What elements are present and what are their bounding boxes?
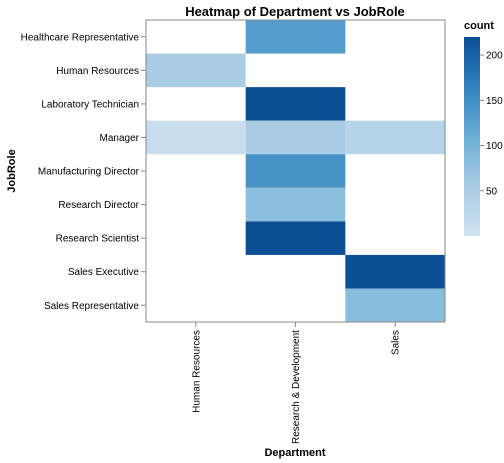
heatmap-cell [345, 120, 446, 155]
x-axis-tick-label: Research & Development [291, 330, 302, 444]
heatmap-cell [345, 254, 446, 289]
heatmap-cell [245, 154, 346, 188]
x-axis-tick-labels: Human Resources Research & Development Sal… [191, 322, 402, 444]
y-axis-tick-label: Manufacturing Director [38, 167, 140, 178]
color-legend: count 50 100 150 200 [464, 20, 503, 236]
x-axis-tick-label: Human Resources [191, 330, 202, 413]
y-axis-tick-label: Laboratory Technician [41, 99, 139, 110]
heatmap-cell [245, 120, 346, 155]
y-axis-tick-label: Human Resources [56, 66, 139, 77]
x-axis-title: Department [264, 447, 325, 459]
heatmap-cell [245, 87, 346, 121]
legend-tick-label: 50 [486, 186, 498, 197]
legend-tick-label: 150 [486, 96, 503, 107]
heatmap-cell [146, 120, 246, 155]
y-axis-tick-label: Sales Representative [44, 301, 139, 312]
legend-title: count [464, 20, 494, 32]
heatmap-cells [146, 20, 446, 323]
y-axis-tick-label: Research Scientist [56, 234, 140, 245]
y-axis-tick-label: Sales Executive [68, 267, 140, 278]
heatmap-cell [245, 187, 346, 222]
heatmap-cell [345, 288, 446, 323]
y-axis-tick-label: Research Director [58, 200, 139, 211]
y-axis-tick-label: Healthcare Representative [21, 32, 140, 43]
y-axis-tick-labels: Healthcare Representative Human Resources… [21, 32, 146, 312]
heatmap-cell [245, 221, 346, 255]
legend-gradient-bar [464, 37, 480, 236]
y-axis-title: JobRole [6, 149, 18, 192]
legend-tick-label: 100 [486, 141, 503, 152]
legend-ticks: 50 100 150 200 [480, 51, 503, 197]
legend-tick-label: 200 [486, 51, 503, 62]
heatmap-cell [245, 20, 346, 54]
x-axis-tick-label: Sales [391, 330, 402, 355]
chart-title: Heatmap of Department vs JobRole [185, 4, 405, 19]
y-axis-tick-label: Manager [100, 133, 140, 144]
heatmap-cell [146, 53, 246, 88]
